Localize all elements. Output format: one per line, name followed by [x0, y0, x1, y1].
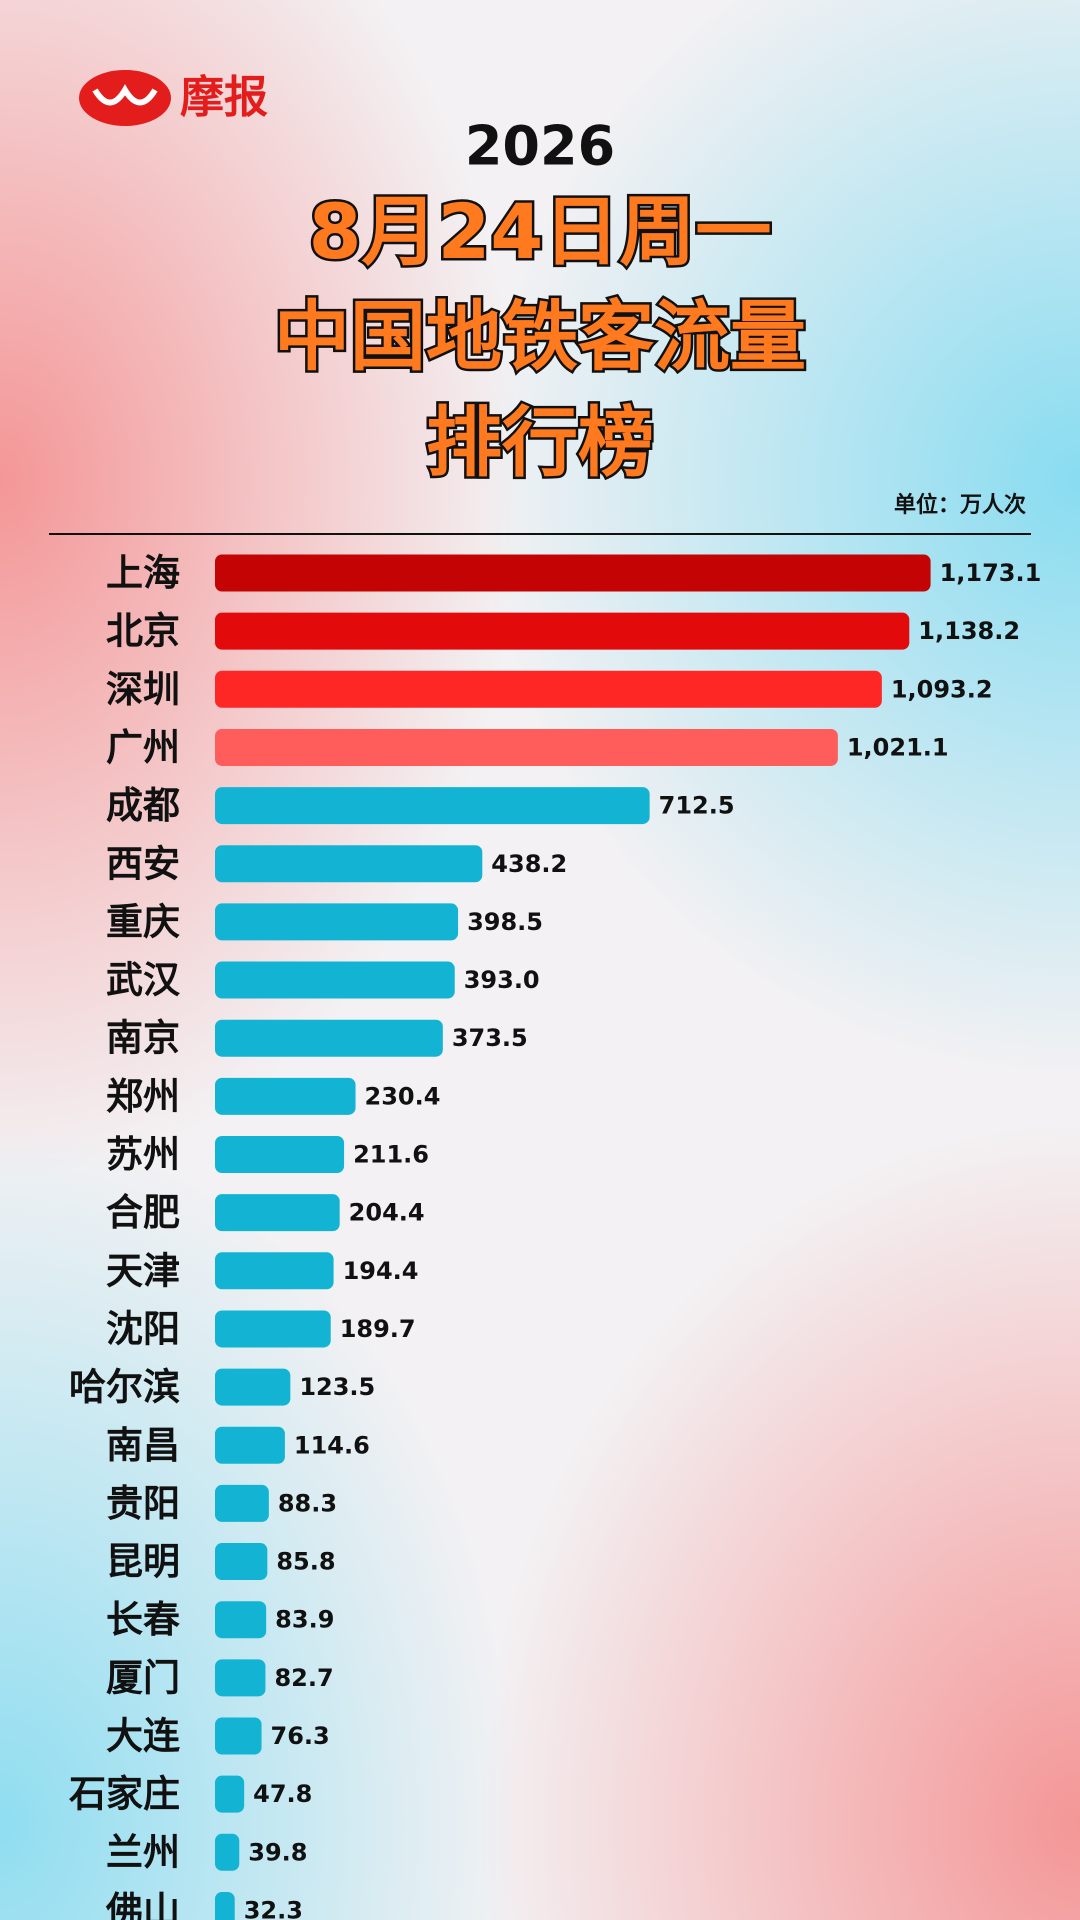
category-label: 重庆 — [106, 900, 180, 943]
category-label: 深圳 — [106, 668, 180, 711]
bar — [215, 670, 882, 708]
category-label: 长春 — [106, 1598, 180, 1641]
title-main: 中国地铁客流量 — [274, 292, 806, 381]
category-label: 厦门 — [106, 1656, 180, 1699]
unit: 单位：万人次 — [894, 492, 1026, 518]
bar — [215, 1775, 245, 1813]
value-label: 85.8 — [276, 1548, 335, 1576]
value-label: 76.3 — [271, 1722, 330, 1750]
bar — [215, 1717, 262, 1755]
value-label: 47.8 — [253, 1780, 312, 1808]
bar — [215, 1833, 240, 1871]
brand: 摩报 — [180, 72, 268, 123]
value-label: 398.5 — [467, 908, 543, 936]
bar — [215, 1136, 345, 1173]
category-label: 南昌 — [106, 1424, 180, 1467]
category-label: 哈尔滨 — [69, 1366, 180, 1409]
value-label: 712.5 — [659, 792, 735, 820]
bar — [215, 1019, 443, 1057]
logo-mark-detail — [92, 84, 158, 106]
bar — [215, 1891, 235, 1920]
value-label: 83.9 — [275, 1606, 334, 1634]
bar — [215, 787, 650, 825]
category-label: 合肥 — [106, 1191, 180, 1234]
value-label: 373.5 — [452, 1024, 528, 1052]
value-label: 204.4 — [349, 1199, 425, 1227]
category-label: 石家庄 — [68, 1773, 180, 1816]
category-label: 西安 — [106, 842, 180, 885]
value-label: 393.0 — [464, 966, 540, 994]
bar — [215, 1194, 340, 1232]
bar — [215, 1601, 267, 1639]
category-label: 广州 — [106, 726, 180, 769]
bar — [215, 728, 838, 766]
value-label: 88.3 — [278, 1489, 337, 1517]
category-label: 南京 — [106, 1017, 180, 1060]
bar — [215, 1077, 356, 1115]
logo: 摩报 — [79, 70, 268, 126]
value-label: 82.7 — [274, 1664, 333, 1692]
value-label: 1,138.2 — [918, 617, 1020, 645]
bar — [215, 903, 459, 941]
category-label: 大连 — [106, 1715, 180, 1758]
category-label: 兰州 — [106, 1831, 180, 1874]
value-label: 1,173.1 — [940, 559, 1042, 587]
category-label: 昆明 — [106, 1540, 180, 1583]
bar — [215, 612, 910, 650]
value-label: 39.8 — [248, 1838, 307, 1866]
value-label: 189.7 — [340, 1315, 416, 1343]
title-date: 8月24日周一 — [309, 187, 772, 276]
bar — [215, 1368, 291, 1406]
category-label: 贵阳 — [106, 1482, 180, 1525]
value-label: 194.4 — [343, 1257, 419, 1285]
logo-mark — [79, 70, 171, 126]
value-label: 1,021.1 — [847, 733, 949, 761]
value-label: 230.4 — [365, 1082, 441, 1110]
title-year: 2026 — [465, 115, 615, 178]
value-label: 114.6 — [294, 1431, 370, 1459]
bar — [215, 1484, 269, 1522]
bar — [215, 961, 455, 999]
category-label: 武汉 — [106, 959, 181, 1002]
bar — [215, 1543, 268, 1581]
bar — [215, 1310, 331, 1348]
value-label: 211.6 — [353, 1141, 429, 1169]
title-sub: 排行榜 — [426, 398, 654, 487]
category-label: 郑州 — [106, 1075, 180, 1118]
category-label: 成都 — [106, 784, 180, 827]
category-label: 沈阳 — [106, 1307, 180, 1350]
value-label: 32.3 — [244, 1896, 303, 1920]
category-label: 北京 — [106, 610, 180, 653]
category-label: 天津 — [106, 1249, 180, 1292]
bar — [215, 554, 931, 592]
value-label: 1,093.2 — [891, 675, 993, 703]
category-label: 佛山 — [105, 1889, 180, 1920]
value-label: 123.5 — [299, 1373, 375, 1401]
category-label: 苏州 — [106, 1133, 180, 1176]
bar — [215, 1426, 285, 1464]
bar — [215, 1659, 266, 1697]
bar — [215, 845, 483, 883]
category-label: 上海 — [106, 552, 180, 595]
bar — [215, 1252, 334, 1290]
value-label: 438.2 — [491, 850, 567, 878]
